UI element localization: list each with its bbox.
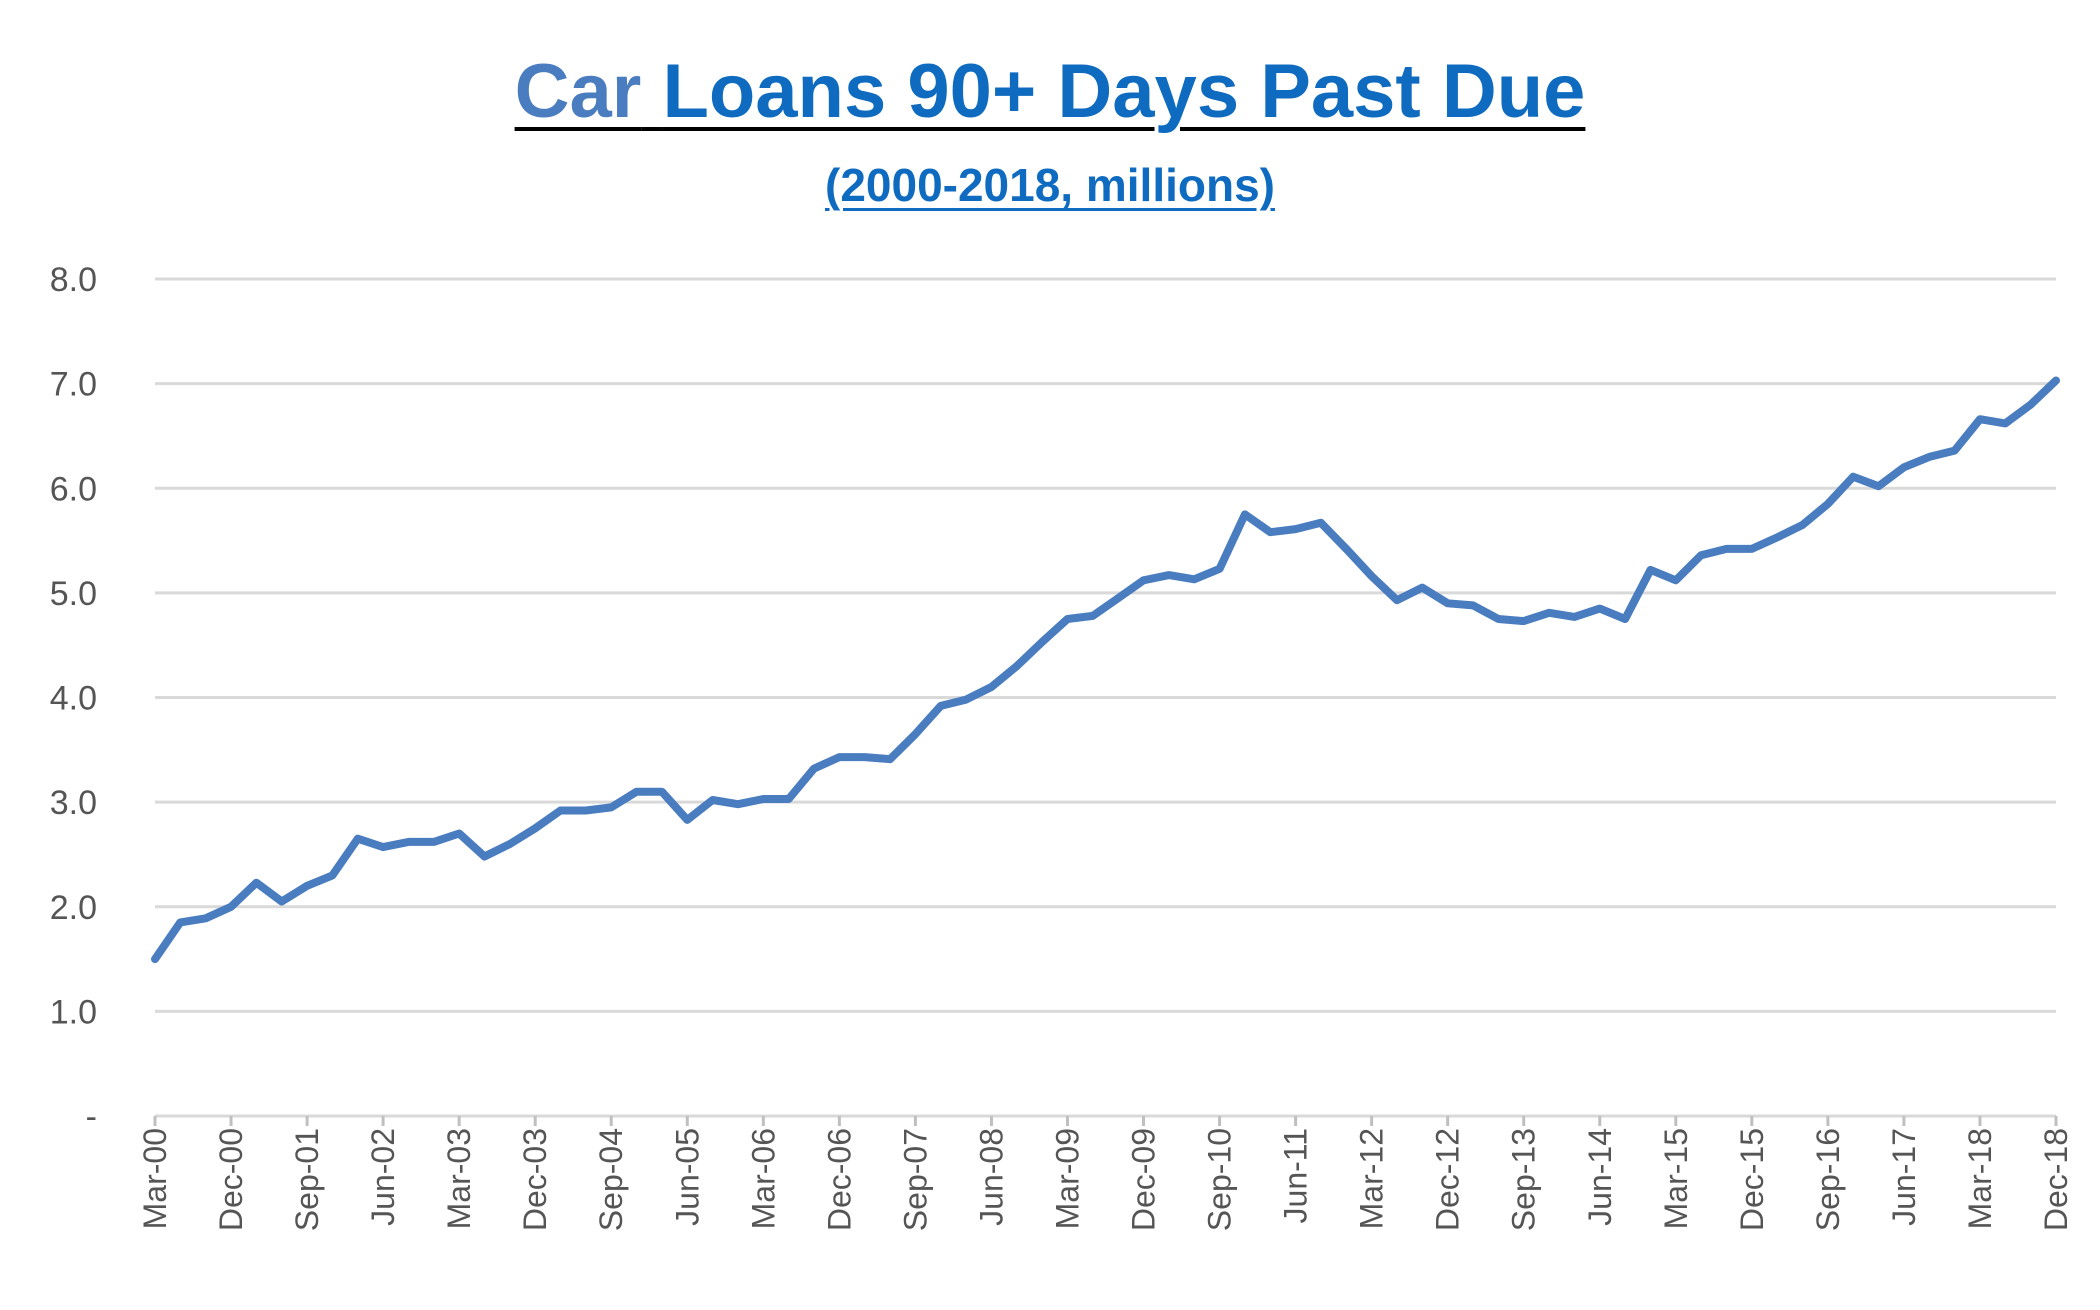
chart-title-rest: Loans 90+ Days Past Due xyxy=(662,49,1586,134)
x-tick-label: Sep-16 xyxy=(1810,1128,1846,1231)
y-axis-ticks: - 1.0 2.0 3.0 4.0 5.0 6.0 7.0 8.0 xyxy=(50,261,97,1136)
x-tick-label: Dec-00 xyxy=(213,1128,249,1231)
x-tick-label: Sep-01 xyxy=(289,1128,325,1231)
y-tick-label: 4.0 xyxy=(50,680,97,718)
x-tick-label: Dec-03 xyxy=(517,1128,553,1231)
x-tick-label: Jun-05 xyxy=(669,1128,705,1226)
x-tick-label: Jun-17 xyxy=(1886,1128,1922,1226)
x-tick-label: Mar-18 xyxy=(1962,1128,1998,1229)
y-tick-label: 6.0 xyxy=(50,470,97,508)
x-tick-label: Sep-04 xyxy=(593,1128,629,1231)
x-axis: Mar-00 Dec-00 Sep-01 Jun-02 Mar-03 Dec-03 Sep-… xyxy=(137,1114,2074,1231)
x-tick-label: Dec-18 xyxy=(2038,1128,2074,1231)
x-tick-label: Jun-08 xyxy=(973,1128,1009,1226)
y-tick-label: - xyxy=(86,1098,97,1136)
chart-title-word-car: Car xyxy=(514,49,642,134)
y-tick-label: 5.0 xyxy=(50,575,97,613)
x-tick-label: Mar-00 xyxy=(137,1128,173,1229)
y-tick-label: 8.0 xyxy=(50,261,97,299)
x-tick-label: Dec-12 xyxy=(1430,1128,1466,1231)
x-tick-label: Sep-10 xyxy=(1202,1128,1238,1231)
x-tick-label: Sep-13 xyxy=(1506,1128,1542,1231)
y-tick-label: 1.0 xyxy=(50,993,97,1031)
x-tick-label: Mar-03 xyxy=(441,1128,477,1229)
x-tick-label: Jun-11 xyxy=(1278,1128,1314,1223)
x-tick-label: Dec-09 xyxy=(1126,1128,1162,1231)
chart-title: Car Loans 90+ Days Past Due xyxy=(0,48,2100,135)
series-layer xyxy=(151,376,2060,964)
chart-subtitle: (2000-2018, millions) xyxy=(825,159,1275,211)
x-tick-label: Jun-14 xyxy=(1582,1128,1618,1226)
series-line xyxy=(151,376,2060,964)
chart-subtitle-wrap: (2000-2018, millions) xyxy=(0,158,2100,212)
x-tick-label: Mar-12 xyxy=(1354,1128,1390,1229)
gridlines xyxy=(155,277,2056,1013)
x-tick-label: Sep-07 xyxy=(897,1128,933,1231)
x-tick-label: Dec-15 xyxy=(1734,1128,1770,1231)
y-tick-label: 3.0 xyxy=(50,784,97,822)
y-tick-label: 7.0 xyxy=(50,366,97,404)
x-tick-label: Jun-02 xyxy=(365,1128,401,1226)
x-tick-label: Mar-06 xyxy=(745,1128,781,1229)
x-tick-label: Mar-09 xyxy=(1049,1128,1085,1229)
x-tick-label: Dec-06 xyxy=(821,1128,857,1231)
y-tick-label: 2.0 xyxy=(50,889,97,927)
x-tick-label: Mar-15 xyxy=(1658,1128,1694,1229)
